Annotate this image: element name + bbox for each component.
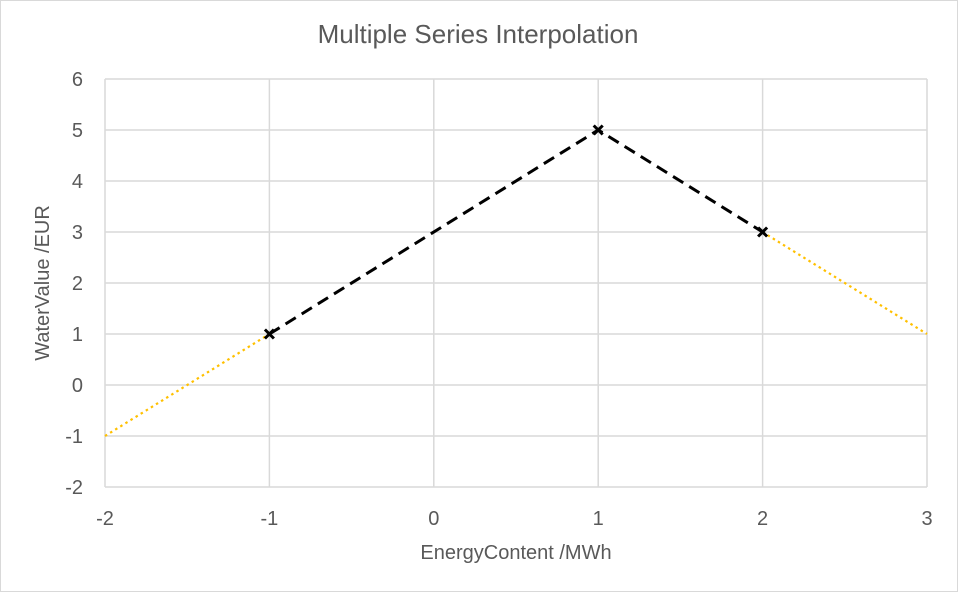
y-tick-label: 5 — [72, 120, 83, 142]
data-point-marker — [592, 124, 604, 136]
data-point-marker — [757, 226, 769, 238]
x-tick-label: 1 — [593, 508, 604, 530]
chart-title: Multiple Series Interpolation — [318, 19, 639, 49]
x-tick-label: 3 — [921, 508, 932, 530]
y-tick-label: 2 — [72, 273, 83, 295]
y-tick-label: 3 — [72, 222, 83, 244]
y-tick-label: 0 — [72, 375, 83, 397]
y-tick-label: 4 — [72, 171, 83, 193]
y-tick-label: -1 — [65, 426, 83, 448]
x-tick-label: -2 — [96, 508, 114, 530]
x-tick-label: 0 — [428, 508, 439, 530]
y-tick-label: 6 — [72, 69, 83, 91]
tick-labels: -2 -1 0 1 2 3 -2 -1 0 1 2 3 4 5 6 — [65, 69, 932, 530]
x-tick-label: 2 — [757, 508, 768, 530]
x-axis-title: EnergyContent /MWh — [420, 542, 611, 564]
y-axis-title: WaterValue /EUR — [32, 205, 54, 361]
data-point-marker — [263, 328, 275, 340]
x-tick-label: -1 — [261, 508, 279, 530]
marker-layer — [263, 124, 769, 340]
gridlines — [104, 78, 928, 488]
y-tick-label: 1 — [72, 324, 83, 346]
series-line-2 — [762, 231, 928, 335]
y-tick-label: -2 — [65, 477, 83, 499]
series-line-0 — [104, 333, 270, 437]
